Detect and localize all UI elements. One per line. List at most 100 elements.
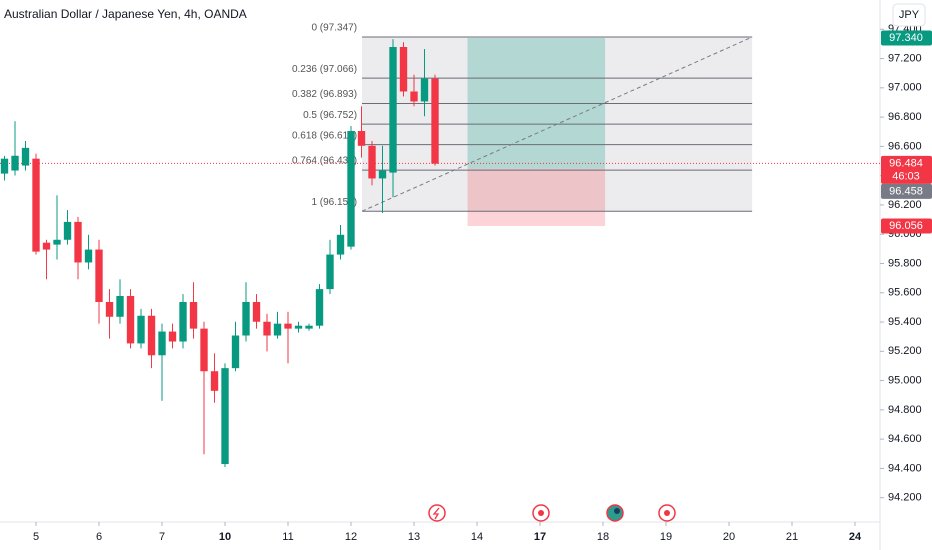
x-tick-label: 19 (660, 531, 672, 543)
y-tick-label: 95.800 (888, 257, 922, 269)
price-tag-label: 97.340 (889, 32, 923, 44)
y-tick-label: 95.200 (888, 345, 922, 357)
event-icon[interactable] (428, 504, 446, 522)
y-tick-label: 95.400 (888, 316, 922, 328)
candle-body (305, 325, 313, 329)
y-tick-label: 97.000 (888, 82, 922, 94)
y-tick-label: 97.200 (888, 52, 922, 64)
fib-level-label: 0 (97.347) (311, 23, 357, 34)
x-tick-label: 10 (219, 531, 231, 543)
x-tick-label: 13 (408, 531, 420, 543)
event-icon-glyph (538, 510, 544, 516)
y-tick-label: 96.800 (888, 111, 922, 123)
x-tick-label: 20 (723, 531, 735, 543)
candle-body (42, 242, 51, 250)
currency-button[interactable] (892, 3, 926, 27)
y-tick-label: 96.600 (888, 140, 922, 152)
candle-body (95, 249, 103, 302)
x-tick-label: 12 (345, 531, 357, 543)
fib-level-label: 1 (96.157) (311, 197, 357, 208)
event-icon-glyph (432, 507, 440, 520)
y-tick-label: 96.200 (888, 199, 922, 211)
price-tag-countdown: 46:03 (892, 170, 920, 182)
y-tick-label: 94.600 (888, 433, 922, 445)
currency-label[interactable]: JPY (899, 9, 920, 21)
fib-level-label: 0.382 (96.893) (292, 89, 357, 100)
candle-body (0, 158, 9, 174)
price-tag (881, 155, 932, 184)
x-tick-label: 6 (96, 531, 102, 543)
candle-body (431, 78, 439, 164)
price-tag-label: 96.056 (889, 220, 923, 232)
y-tick-label: 95.000 (888, 375, 922, 387)
candle-body (294, 325, 303, 329)
candle-body (74, 221, 82, 263)
candle-body (242, 301, 250, 336)
position-stop-zone (467, 168, 606, 227)
candle-body (221, 368, 229, 465)
event-icons (428, 504, 676, 522)
x-tick-label: 5 (33, 531, 39, 543)
candle-body (284, 323, 292, 329)
y-tick-label: 95.600 (888, 287, 922, 299)
candle-body (168, 331, 177, 342)
x-tick-label: 7 (159, 531, 165, 543)
candle-body (389, 46, 397, 173)
event-icon-glyph (614, 508, 620, 514)
candle-body (116, 295, 124, 317)
x-tick-label: 11 (282, 531, 293, 543)
axes: 94.200 94.400 94.600 94.800 95.000 95.200 95.4… (33, 23, 932, 543)
candle-body (399, 46, 408, 92)
fib-trend-line (361, 36, 753, 212)
chart-title: Australian Dollar / Japanese Yen, 4h, OA… (4, 7, 247, 21)
price-tag (881, 183, 932, 199)
price-tag (881, 218, 932, 234)
candle-body (189, 301, 198, 329)
price-tag (881, 30, 932, 46)
candle-body (263, 321, 271, 336)
candle-body (126, 295, 135, 344)
drawings: 0 (97.347) 0.236 (97.066) 0.382 (96.893) 0.… (0, 23, 880, 227)
x-tick-label: 21 (786, 531, 798, 543)
candle-body (336, 234, 345, 255)
x-tick-label: 14 (471, 531, 483, 543)
candle-body (105, 301, 114, 317)
candle-body (347, 131, 355, 247)
x-tick-label: 24 (849, 531, 862, 543)
y-tick-label: 94.200 (888, 492, 922, 504)
candle-body (231, 335, 240, 369)
candle-body (326, 254, 334, 290)
candle-body (410, 91, 418, 102)
candle-body (420, 78, 429, 102)
candle-body (315, 289, 324, 326)
candle-body (252, 301, 261, 322)
price-tag-label: 96.458 (889, 185, 923, 197)
candle-body (147, 315, 156, 356)
candle-body (368, 145, 376, 179)
candle-body (200, 328, 208, 372)
price-tag-label: 96.484 (889, 157, 923, 169)
candle-body (84, 249, 93, 263)
candle-body (137, 315, 145, 344)
event-icon-glyph (664, 510, 670, 516)
candle-body (32, 158, 40, 252)
candle-body (179, 301, 187, 342)
y-tick-label: 94.400 (888, 462, 922, 474)
fib-level-label: 0.764 (96.438) (292, 156, 357, 167)
fib-level-label: 0.618 (96.612) (292, 130, 357, 141)
candle-body (357, 131, 366, 146)
candle-body (11, 155, 19, 171)
x-tick-label: 17 (534, 531, 546, 543)
candle-body (158, 331, 166, 356)
x-tick-label: 18 (597, 531, 609, 543)
fib-level-label: 0.236 (97.066) (292, 64, 357, 75)
fib-level-label: 0.5 (96.752) (303, 110, 357, 121)
candle-body (63, 221, 72, 240)
candle-body (53, 239, 61, 245)
candle-body (273, 323, 282, 336)
candle-body (378, 170, 387, 179)
y-tick-label: 94.800 (888, 404, 922, 416)
candle-body (21, 147, 30, 166)
